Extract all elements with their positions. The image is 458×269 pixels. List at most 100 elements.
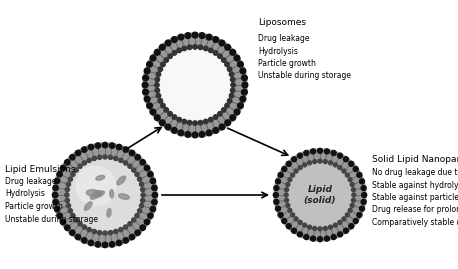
Circle shape — [234, 55, 240, 61]
Circle shape — [308, 225, 311, 229]
Circle shape — [103, 231, 107, 235]
Circle shape — [164, 58, 169, 62]
Circle shape — [349, 161, 354, 166]
Circle shape — [229, 94, 234, 98]
Circle shape — [171, 37, 177, 43]
Circle shape — [159, 49, 231, 121]
Circle shape — [284, 198, 289, 202]
Circle shape — [199, 132, 205, 137]
Circle shape — [185, 33, 191, 38]
Circle shape — [345, 173, 349, 177]
Circle shape — [161, 62, 165, 67]
Circle shape — [206, 130, 212, 136]
Circle shape — [275, 206, 280, 211]
Circle shape — [342, 169, 346, 173]
Circle shape — [135, 230, 141, 235]
Circle shape — [344, 157, 349, 162]
Circle shape — [143, 75, 148, 81]
Circle shape — [284, 193, 288, 197]
Circle shape — [119, 228, 123, 232]
Circle shape — [286, 183, 290, 186]
Circle shape — [75, 150, 81, 156]
Circle shape — [218, 112, 222, 116]
Circle shape — [338, 220, 342, 224]
Circle shape — [192, 32, 198, 38]
Circle shape — [82, 225, 87, 229]
Circle shape — [123, 238, 128, 243]
Circle shape — [132, 168, 136, 172]
Circle shape — [240, 96, 246, 102]
Circle shape — [158, 98, 163, 103]
Circle shape — [278, 213, 283, 218]
Circle shape — [82, 238, 87, 243]
Circle shape — [298, 220, 302, 224]
Circle shape — [333, 163, 337, 167]
Circle shape — [92, 229, 96, 233]
Circle shape — [192, 132, 198, 138]
Circle shape — [208, 48, 213, 53]
Circle shape — [349, 224, 354, 229]
Circle shape — [128, 222, 132, 226]
Circle shape — [140, 160, 146, 165]
Circle shape — [273, 193, 278, 197]
Circle shape — [147, 103, 153, 109]
Circle shape — [225, 120, 230, 126]
Circle shape — [357, 213, 362, 218]
Circle shape — [135, 155, 141, 160]
Circle shape — [198, 121, 202, 125]
Circle shape — [87, 158, 91, 162]
Circle shape — [238, 103, 243, 109]
Text: Drug leakage
Hydrolysis
Particle growth
Unstable during storage: Drug leakage Hydrolysis Particle growth … — [5, 177, 98, 224]
Circle shape — [230, 115, 235, 121]
Circle shape — [156, 72, 161, 76]
Circle shape — [187, 45, 192, 49]
Circle shape — [66, 204, 71, 208]
Circle shape — [360, 206, 365, 211]
Circle shape — [114, 156, 118, 161]
Circle shape — [198, 45, 202, 49]
Circle shape — [172, 115, 177, 119]
Circle shape — [288, 208, 292, 212]
Circle shape — [109, 231, 113, 235]
Ellipse shape — [90, 191, 101, 199]
Circle shape — [222, 108, 226, 112]
Circle shape — [297, 232, 302, 237]
Circle shape — [362, 193, 367, 197]
Circle shape — [303, 163, 306, 167]
Circle shape — [102, 142, 108, 148]
Circle shape — [119, 158, 123, 162]
Circle shape — [218, 54, 222, 58]
Circle shape — [76, 166, 116, 206]
Circle shape — [353, 167, 358, 172]
Circle shape — [102, 242, 108, 248]
Circle shape — [55, 206, 60, 212]
Circle shape — [333, 223, 337, 227]
Circle shape — [168, 54, 172, 58]
Circle shape — [137, 209, 142, 213]
Circle shape — [294, 169, 298, 173]
Circle shape — [109, 242, 115, 247]
Circle shape — [177, 48, 181, 53]
Text: No drug leakage due to solid matrix
Stable against hydrolysis of drug
Stable aga: No drug leakage due to solid matrix Stab… — [372, 168, 458, 227]
Circle shape — [172, 51, 177, 55]
Circle shape — [331, 235, 336, 239]
Circle shape — [142, 82, 148, 88]
Circle shape — [116, 144, 122, 150]
Circle shape — [284, 188, 289, 192]
Circle shape — [156, 94, 161, 98]
Circle shape — [241, 75, 247, 81]
Circle shape — [328, 161, 333, 165]
Ellipse shape — [84, 202, 92, 210]
Circle shape — [291, 173, 294, 177]
Circle shape — [159, 44, 165, 50]
Circle shape — [57, 213, 62, 218]
Circle shape — [98, 231, 102, 235]
Circle shape — [165, 124, 171, 130]
Circle shape — [303, 223, 306, 227]
Circle shape — [143, 33, 247, 137]
Circle shape — [240, 68, 246, 74]
Circle shape — [304, 150, 309, 155]
Circle shape — [178, 34, 184, 40]
Circle shape — [351, 198, 355, 202]
Circle shape — [95, 143, 101, 148]
